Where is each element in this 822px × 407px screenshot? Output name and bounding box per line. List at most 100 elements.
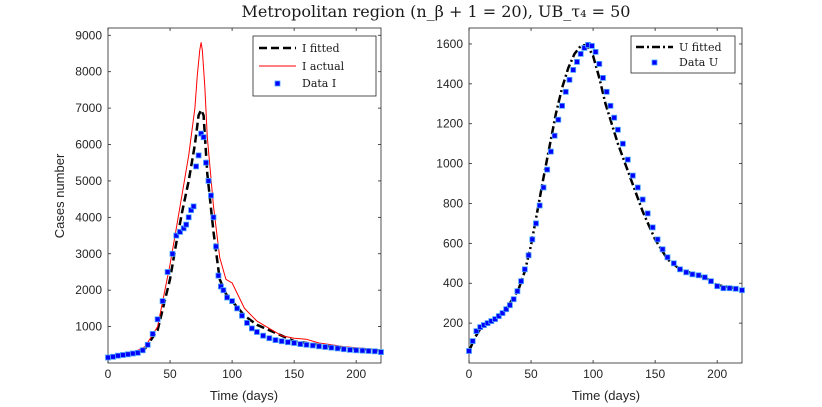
uci-axes-box: [468, 27, 743, 364]
uci-ticks: 0 50 100 150 200 200 400 600 800 1000 1200 1400 1600: [436, 28, 742, 381]
infected-y-tick-label: 8000: [75, 65, 102, 79]
infected-data-point: [110, 353, 116, 360]
uci-data-point: [615, 126, 621, 133]
infected-data-point: [334, 345, 341, 352]
uci-data-point: [695, 272, 702, 279]
uci-y-tick-label: 1000: [436, 157, 463, 171]
uci-x-tick-label: 200: [707, 367, 727, 381]
uci-data-point: [677, 266, 683, 273]
infected-ticks: 0 50 100 150 200 1000 2000 3000 4000 5000 6000 7000…: [75, 28, 381, 381]
uci-x-axis-label: Time (days): [572, 388, 640, 403]
uci-data-point: [551, 132, 558, 139]
infected-data-point: [248, 325, 255, 332]
infected-x-tick-label: 0: [105, 367, 112, 381]
infected-data-point: [164, 269, 171, 275]
infected-x-axis-label: Time (days): [210, 388, 278, 403]
infected-y-tick-label: 3000: [75, 247, 102, 261]
infected-data-point: [244, 319, 250, 326]
infected-data-point: [144, 341, 151, 348]
infected-data-point: [359, 347, 366, 354]
uci-y-tick-label: 600: [443, 236, 463, 250]
uci-legend: U fitted Data U: [630, 35, 736, 74]
uci-data-point: [540, 184, 547, 191]
uci-data-point: [503, 306, 510, 313]
uci-data-point: [683, 269, 690, 276]
infected-data-point: [371, 348, 378, 355]
uci-data-point: [518, 278, 524, 285]
uci-data-point: [589, 43, 595, 49]
uci-data-point: [566, 76, 573, 83]
uci-y-tick-label: 800: [443, 196, 463, 210]
uci-data-point: [664, 254, 671, 261]
infected-x-tick-label: 50: [163, 367, 177, 381]
infected-data-point: [260, 332, 267, 339]
infected-y-tick-label: 7000: [75, 101, 102, 115]
uci-y-tick-label: 1200: [436, 117, 463, 131]
uci-data-point: [611, 114, 618, 121]
infected-data-point: [266, 335, 273, 342]
infected-data-point: [234, 305, 241, 312]
infected-data-point: [149, 330, 156, 337]
uci-x-tick-label: 150: [645, 367, 665, 381]
infected-data-point: [297, 341, 304, 348]
uci-data-point: [639, 196, 646, 203]
uci-data-point: [466, 348, 472, 354]
infected-data-point: [190, 203, 197, 210]
legend-label-i-fitted: I fitted: [302, 42, 340, 55]
legend-swatch-data-i: [274, 80, 281, 87]
uci-data-point: [592, 49, 599, 55]
uci-data-point: [689, 271, 696, 278]
infected-data-point: [229, 298, 236, 305]
uci-data-point: [536, 202, 543, 209]
uci-legend-box: [630, 35, 736, 74]
uci-data-point: [607, 102, 614, 109]
legend-label-data-u: Data U: [679, 56, 718, 69]
infected-data-point: [154, 316, 161, 323]
uci-series: [466, 42, 745, 354]
infected-y-tick-label: 9000: [75, 28, 102, 42]
uci-data-point: [670, 260, 677, 267]
uci-data-point: [708, 278, 714, 285]
infected-data-point: [129, 350, 136, 357]
infected-data-point: [215, 272, 222, 279]
uci-data-point: [714, 283, 721, 290]
infected-legend: I fitted I actual Data I: [252, 35, 377, 97]
uci-data-point: [574, 59, 580, 65]
uci-data-point: [701, 274, 708, 281]
uci-x-tick-label: 0: [466, 367, 473, 381]
infected-data-point: [284, 339, 291, 346]
uci-data-point: [529, 236, 536, 243]
uci-data-point: [562, 88, 569, 95]
uci-data-point: [629, 172, 636, 179]
infected-data-point: [239, 312, 245, 319]
infected-data-point: [378, 349, 384, 356]
uci-data-point: [495, 313, 502, 320]
infected-data-point: [272, 337, 279, 344]
infected-data-point: [139, 347, 146, 354]
legend-label-u-fitted: U fitted: [679, 41, 722, 54]
infected-data-point: [173, 232, 180, 239]
uci-data-point: [570, 67, 577, 73]
uci-data-point: [492, 316, 499, 323]
uci-data-point: [514, 288, 521, 295]
infected-data-point: [210, 214, 217, 221]
infected-data-point: [253, 329, 260, 335]
infected-data-point: [134, 349, 141, 356]
legend-label-data-i: Data I: [302, 77, 336, 90]
uci-data-point: [548, 148, 554, 155]
infected-x-tick-label: 200: [346, 367, 366, 381]
uci-data-point: [659, 246, 666, 253]
infected-data-point: [169, 250, 176, 257]
infected-x-tick-label: 150: [284, 367, 304, 381]
infected-y-tick-label: 1000: [75, 320, 102, 334]
infected-data-point: [316, 343, 322, 350]
figure-title: Metropolitan region (n_β + 1 = 20), UB_τ…: [242, 2, 631, 21]
infected-data-point: [159, 298, 166, 305]
uci-data-point: [620, 140, 626, 147]
infected-data-point: [105, 354, 111, 361]
uci-x-tick-label: 50: [524, 367, 538, 381]
uci-data-point: [600, 75, 606, 81]
uci-data-point: [469, 338, 476, 345]
infected-data-point: [365, 348, 372, 354]
uci-data-point: [649, 224, 656, 231]
